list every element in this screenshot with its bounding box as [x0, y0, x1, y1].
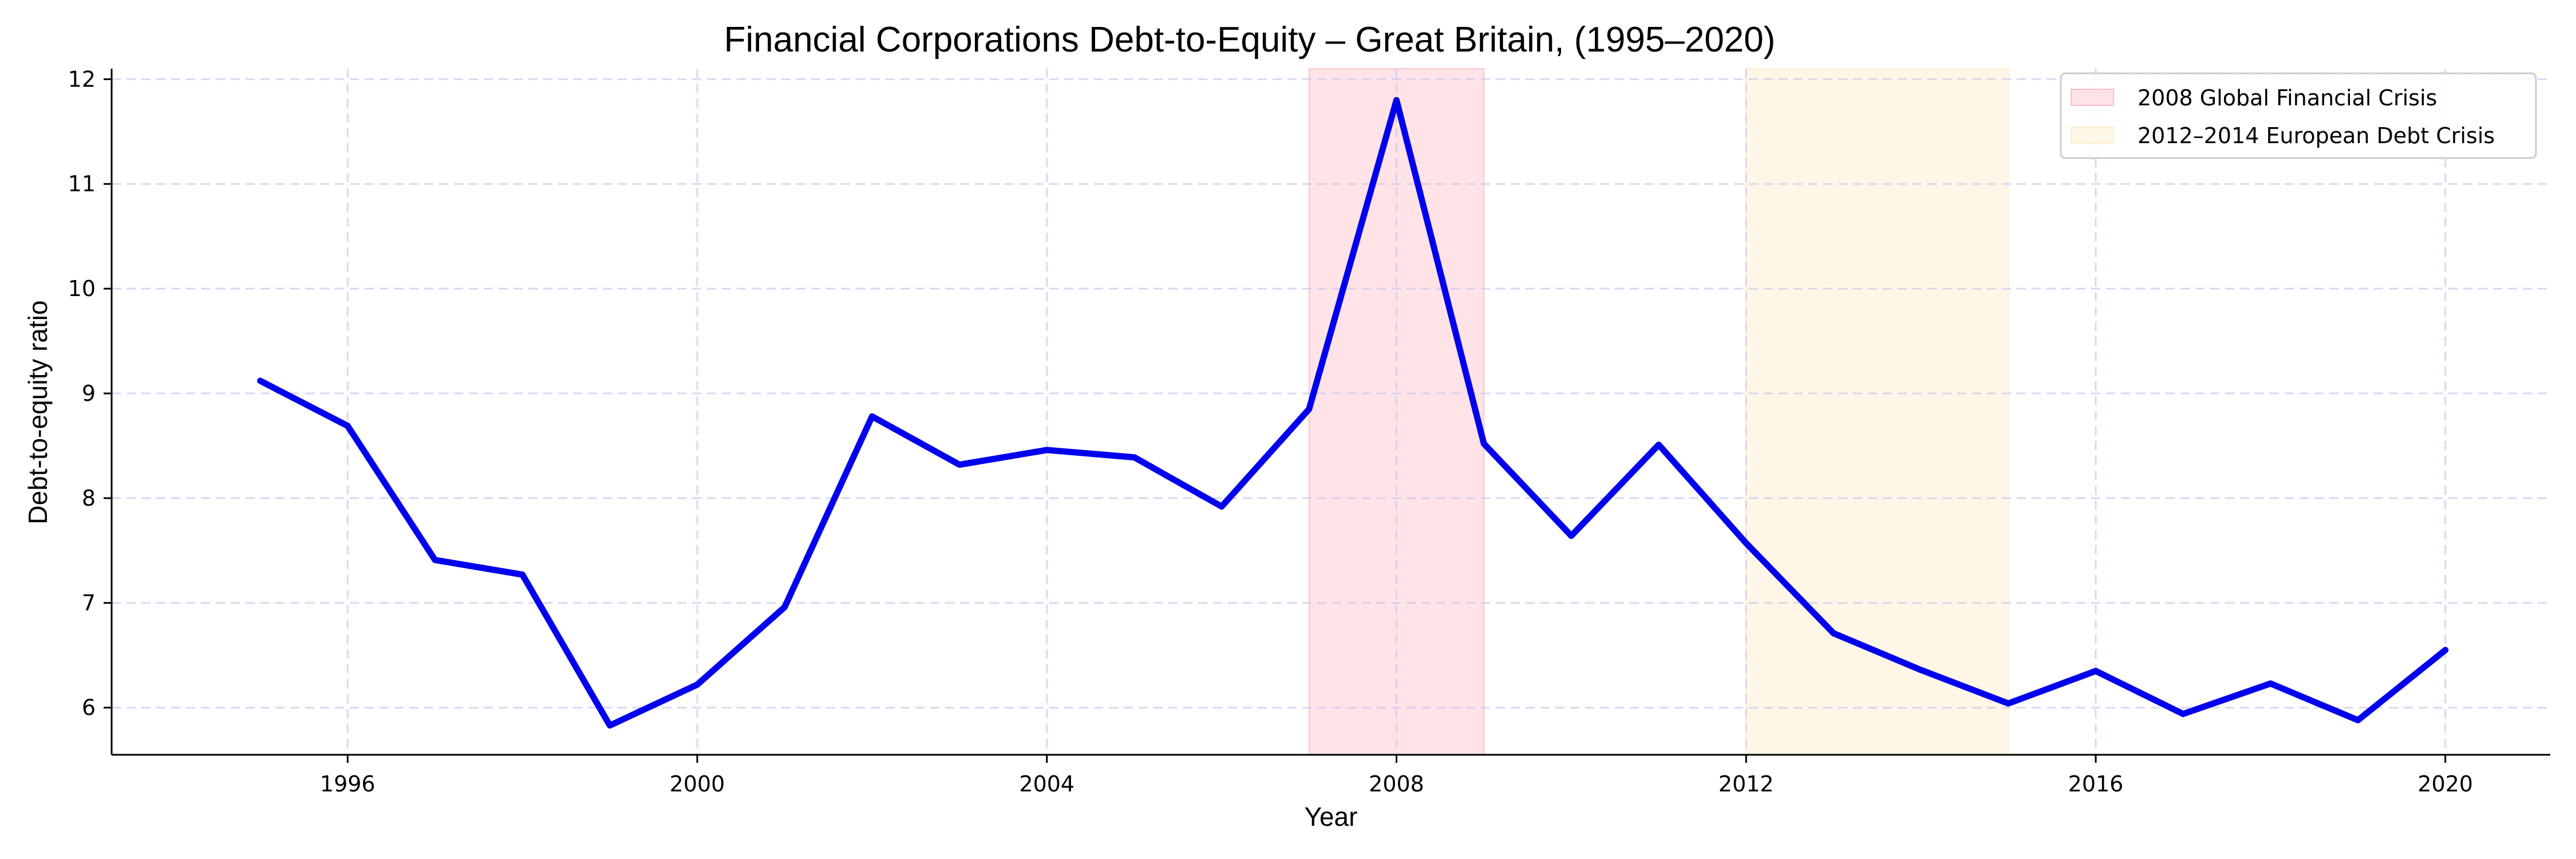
y-tick-label: 8	[82, 486, 96, 511]
shaded-regions	[1308, 68, 2009, 755]
y-axis-label: Debt-to-equity ratio	[23, 300, 53, 524]
shaded-region-1	[1745, 68, 2009, 755]
x-tick-label: 2020	[2417, 771, 2473, 797]
axes	[104, 69, 2550, 763]
x-tick-label: 2004	[1019, 771, 1074, 797]
x-tick-label: 2012	[1718, 771, 1774, 797]
chart-title: Financial Corporations Debt-to-Equity – …	[724, 20, 1776, 60]
x-axis-label: Year	[1305, 802, 1358, 832]
series-lines	[257, 97, 2449, 729]
x-tick-label: 2008	[1369, 771, 1424, 797]
legend-swatch-2008-crisis	[2071, 89, 2114, 106]
y-tick-label: 12	[68, 66, 96, 92]
legend-label-european-debt-crisis: 2012–2014 European Debt Crisis	[2138, 123, 2495, 148]
legend-frame	[2060, 72, 2537, 159]
legend: 2008 Global Financial Crisis 2012–2014 E…	[2060, 72, 2537, 159]
y-tick-label: 7	[82, 590, 96, 616]
x-tick-label: 2000	[670, 771, 725, 797]
y-tick-label: 10	[68, 276, 96, 301]
y-tick-label: 11	[68, 171, 96, 196]
series-line-0	[257, 97, 2449, 729]
grid-lines	[112, 69, 2550, 755]
x-tick-label: 2016	[2068, 771, 2124, 797]
legend-swatch-european-debt-crisis	[2071, 127, 2114, 144]
y-tick-label: 9	[82, 381, 96, 406]
x-tick-label: 1996	[320, 771, 376, 797]
tick-labels: 1996 2000 2004 2008 2012 2016 2020 6 7 8 9 10 11 12	[68, 66, 2473, 797]
legend-label-2008-crisis: 2008 Global Financial Crisis	[2138, 85, 2437, 111]
y-tick-label: 6	[82, 695, 96, 720]
